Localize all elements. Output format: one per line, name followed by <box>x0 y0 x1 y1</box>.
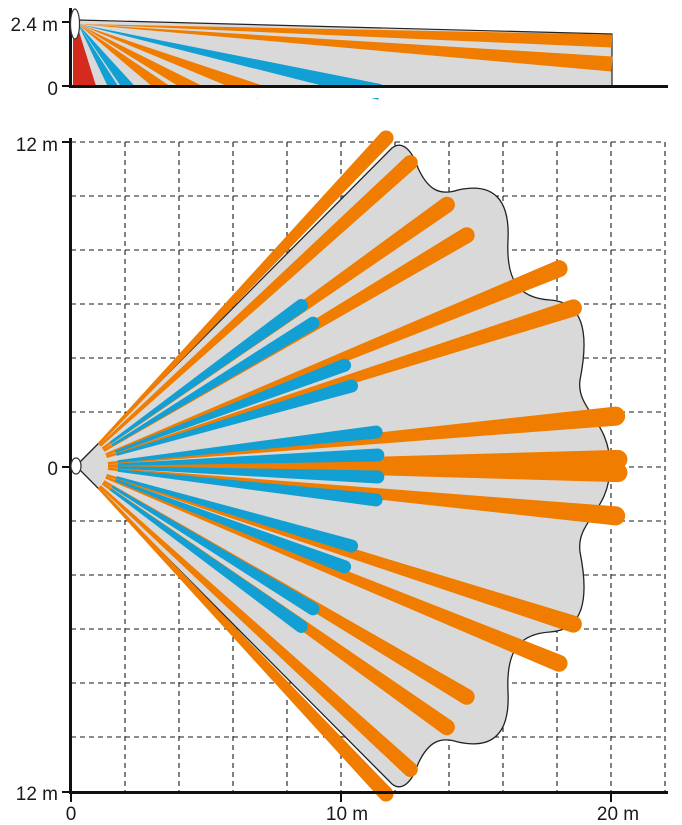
short-range-beam <box>111 316 320 447</box>
side-short-range-beam <box>78 24 137 96</box>
sensor-dome-icon <box>69 8 81 40</box>
short-range-beam <box>114 358 352 453</box>
side-y-zero-label: 0 <box>47 79 58 100</box>
x-label-10m: 10 m <box>326 804 368 825</box>
short-range-beam <box>117 448 385 466</box>
short-range-beam <box>117 466 385 484</box>
side-long-range-beam <box>78 24 613 72</box>
x-label-20m: 20 m <box>597 804 639 825</box>
long-range-beam <box>97 130 394 445</box>
side-view: 2.4 m 0 <box>10 8 673 100</box>
short-range-beam <box>114 479 352 574</box>
short-range-beam <box>109 299 308 444</box>
side-long-range-beam <box>78 24 263 99</box>
side-short-range-beam <box>78 24 382 100</box>
y-zero-label: 0 <box>47 459 58 480</box>
y-bottom-label: 12 m <box>16 784 58 805</box>
long-range-beam <box>106 473 582 633</box>
short-range-beam <box>117 425 383 463</box>
side-long-range-beam <box>78 24 172 97</box>
sensor-dome-icon <box>70 457 82 475</box>
top-beams <box>97 130 628 802</box>
side-y-top-label: 2.4 m <box>10 15 58 36</box>
long-range-beam <box>106 299 582 459</box>
long-range-beam <box>105 260 568 456</box>
y-top-label: 12 m <box>16 135 58 156</box>
side-long-range-beam <box>78 24 204 98</box>
long-range-beam <box>105 476 568 672</box>
x-label-0: 0 <box>66 804 77 825</box>
side-floor-mask <box>73 88 673 98</box>
short-range-beam <box>116 476 359 553</box>
short-range-beam <box>117 469 383 507</box>
long-range-beam <box>99 155 418 447</box>
side-creep-zone <box>73 22 96 86</box>
side-beams <box>73 24 673 100</box>
side-short-range-beam <box>78 24 121 95</box>
long-range-beam <box>99 485 418 777</box>
short-range-beam <box>111 485 320 616</box>
long-range-beam <box>97 487 394 802</box>
top-view: 12 m 0 12 m 0 10 m 20 m <box>16 130 668 825</box>
short-range-beam <box>109 488 308 633</box>
side-long-range-beam <box>78 24 613 48</box>
short-range-beam <box>116 379 359 456</box>
